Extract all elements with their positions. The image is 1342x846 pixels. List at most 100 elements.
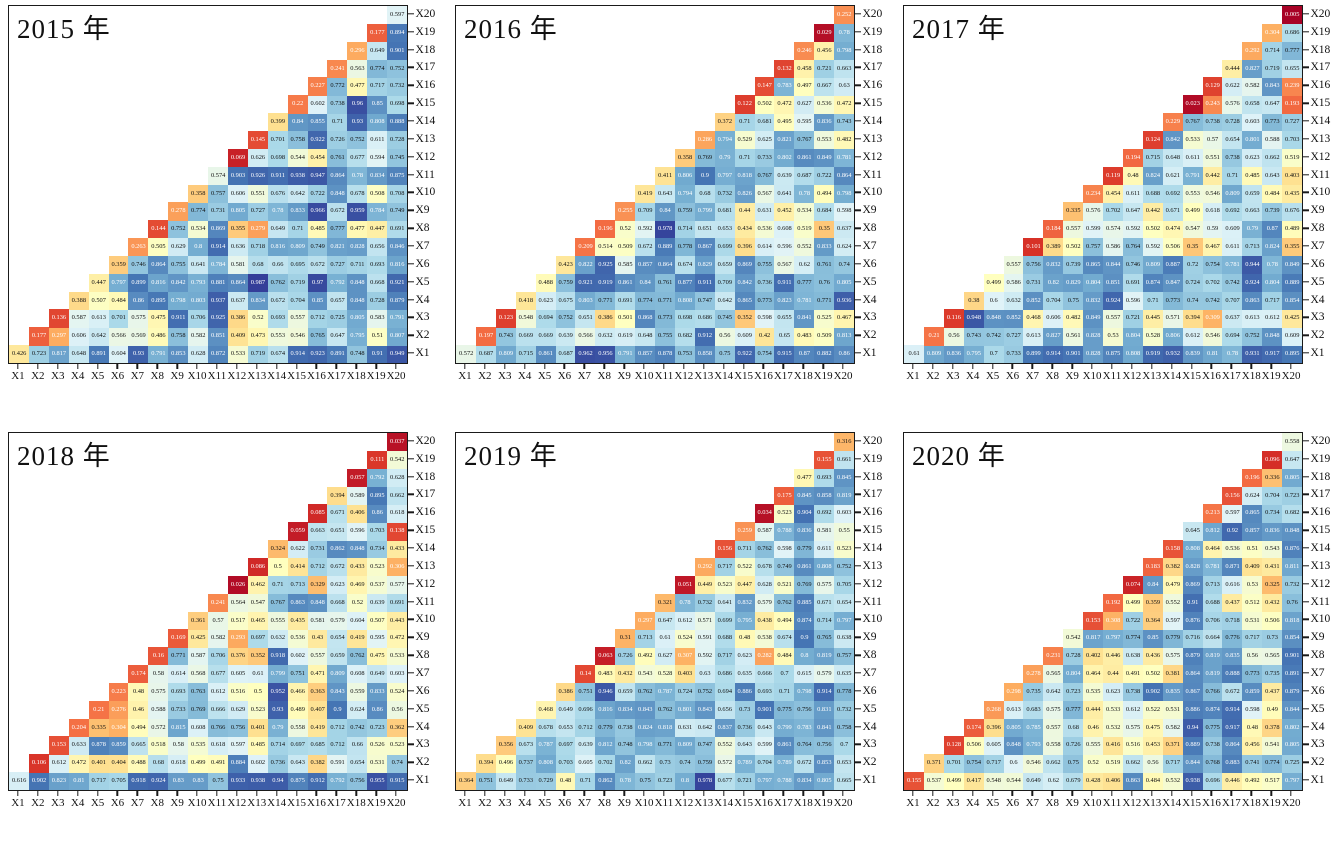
y-axis-label: X6 <box>415 684 430 697</box>
heatmap-cell: 0.123 <box>495 309 517 328</box>
y-axis-label: X20 <box>415 434 436 447</box>
heatmap-cell: 0.842 <box>734 273 755 292</box>
heatmap-cell: 0.662 <box>1043 754 1064 773</box>
heatmap-cell: 0.835 <box>1222 647 1243 666</box>
heatmap-cell: 0.613 <box>88 309 109 328</box>
heatmap-cell: 0.558 <box>1282 433 1303 452</box>
heatmap-cell: 0.663 <box>834 59 855 78</box>
y-axis-label: X9 <box>862 204 877 217</box>
heatmap-cell: 0.329 <box>307 575 328 595</box>
y-axis-label: X9 <box>1310 204 1325 217</box>
heatmap-cell: 0.523 <box>247 700 269 719</box>
heatmap-cell: 0.914 <box>1222 700 1243 719</box>
y-axis-tick <box>854 636 861 638</box>
heatmap-cell: 0.68 <box>148 754 169 773</box>
heatmap-cell: 0.684 <box>814 202 835 221</box>
heatmap-cell: 0.706 <box>208 647 229 666</box>
heatmap-cell: 0.533 <box>387 647 408 666</box>
y-axis-label: X16 <box>862 79 883 92</box>
heatmap-cell: 0.762 <box>347 647 368 666</box>
heatmap-cell: 0.733 <box>515 772 536 791</box>
heatmap-cell: 0.566 <box>575 327 596 346</box>
heatmap-cell: 0.569 <box>128 327 149 346</box>
y-axis-label: X17 <box>1310 488 1331 501</box>
heatmap-cell: 0.809 <box>287 238 308 257</box>
y-axis-tick <box>854 565 861 567</box>
heatmap-cell: 0.738 <box>1222 148 1243 168</box>
heatmap-cell: 0.507 <box>88 291 109 310</box>
y-axis-label: X8 <box>415 649 430 662</box>
heatmap-cell: 0.736 <box>267 754 288 773</box>
heatmap-cell: 0.789 <box>774 754 795 773</box>
heatmap-cell: 0.517 <box>227 611 249 630</box>
y-axis-label: X10 <box>415 613 436 626</box>
heatmap-cell: 0.51 <box>1242 540 1263 559</box>
heatmap-cell: 0.719 <box>247 345 269 364</box>
heatmap-cell: 0.483 <box>794 327 815 346</box>
heatmap-cell: 0.128 <box>943 736 965 755</box>
heatmap-cell: 0.721 <box>1122 309 1144 328</box>
y-axis-label: X5 <box>1310 702 1325 715</box>
y-axis-label: X18 <box>1310 470 1331 483</box>
heatmap-cell: 0.937 <box>208 291 229 310</box>
heatmap-cell: 0.771 <box>655 291 676 310</box>
heatmap-cell: 0.252 <box>834 6 855 25</box>
heatmap-cell: 0.406 <box>1103 772 1124 791</box>
heatmap-cell: 0.62 <box>1043 772 1064 791</box>
heatmap-cell: 0.452 <box>774 202 795 221</box>
heatmap-cell: 0.688 <box>714 629 735 648</box>
heatmap-cell: 0.778 <box>674 238 696 257</box>
y-axis-tick <box>1302 227 1309 229</box>
heatmap-cell: 0.145 <box>247 130 269 150</box>
heatmap-cell: 0.798 <box>635 736 656 755</box>
heatmap-cell: 0.667 <box>814 77 835 96</box>
heatmap-cell: 0.755 <box>168 255 189 275</box>
heatmap-cell: 0.663 <box>307 522 328 541</box>
x-axis-tick <box>991 363 994 369</box>
heatmap-cell: 0.91 <box>1182 593 1203 612</box>
heatmap-cell: 0.598 <box>774 540 795 559</box>
heatmap-cell: 0.468 <box>1023 309 1044 328</box>
heatmap-cell: 0.464 <box>1202 540 1223 559</box>
heatmap-cell: 0.537 <box>923 772 945 791</box>
heatmap-cell: 0.567 <box>754 184 775 203</box>
heatmap-cell: 0.726 <box>327 130 348 150</box>
heatmap-cell: 0.701 <box>943 754 965 773</box>
heatmap-cell: 0.276 <box>108 700 129 719</box>
heatmap-cell: 0.063 <box>595 647 616 666</box>
heatmap-cell: 0.528 <box>655 665 676 684</box>
heatmap-cell: 0.358 <box>674 148 696 168</box>
heatmap-cell: 0.842 <box>168 273 189 292</box>
heatmap-cell: 0.627 <box>794 95 815 114</box>
x-axis-tick <box>623 363 625 369</box>
heatmap-cell: 0.76 <box>814 273 835 292</box>
heatmap-cell: 0.158 <box>1162 540 1183 559</box>
heatmap-cell: 0.403 <box>674 665 696 684</box>
heatmap-cell: 0.794 <box>714 130 735 150</box>
heatmap-cell: 0.552 <box>1162 593 1183 612</box>
heatmap-cell: 0.84 <box>1142 575 1164 595</box>
heatmap-cell: 0.777 <box>1282 41 1303 60</box>
heatmap-cell: 0.751 <box>287 665 308 684</box>
heatmap-cell: 0.674 <box>774 629 795 648</box>
heatmap-cell: 0.712 <box>575 718 596 737</box>
heatmap-cell: 0.394 <box>1182 309 1203 328</box>
heatmap-cell: 0.433 <box>347 557 368 577</box>
heatmap-cell: 0.659 <box>615 682 636 702</box>
x-axis-label: X9 <box>170 369 184 382</box>
heatmap-cell: 0.811 <box>1282 557 1303 577</box>
heatmap-cell: 0.444 <box>1222 59 1243 78</box>
heatmap-cell: 0.86 <box>128 291 149 310</box>
heatmap-cell: 0.155 <box>814 450 835 470</box>
heatmap-cell: 0.757 <box>208 184 229 203</box>
y-axis-label: X9 <box>415 204 430 217</box>
x-axis-label: X15 <box>734 369 754 382</box>
y-axis-label: X6 <box>1310 684 1325 697</box>
heatmap-cell: 0.639 <box>367 593 388 612</box>
heatmap-cell: 0.561 <box>1063 327 1084 346</box>
heatmap-cell: 0.827 <box>1043 327 1064 346</box>
heatmap-cell: 0.589 <box>347 486 368 505</box>
heatmap-cell: 0.728 <box>387 130 408 150</box>
heatmap-cell: 0.708 <box>387 184 408 203</box>
heatmap-cell: 0.56 <box>1242 647 1263 666</box>
